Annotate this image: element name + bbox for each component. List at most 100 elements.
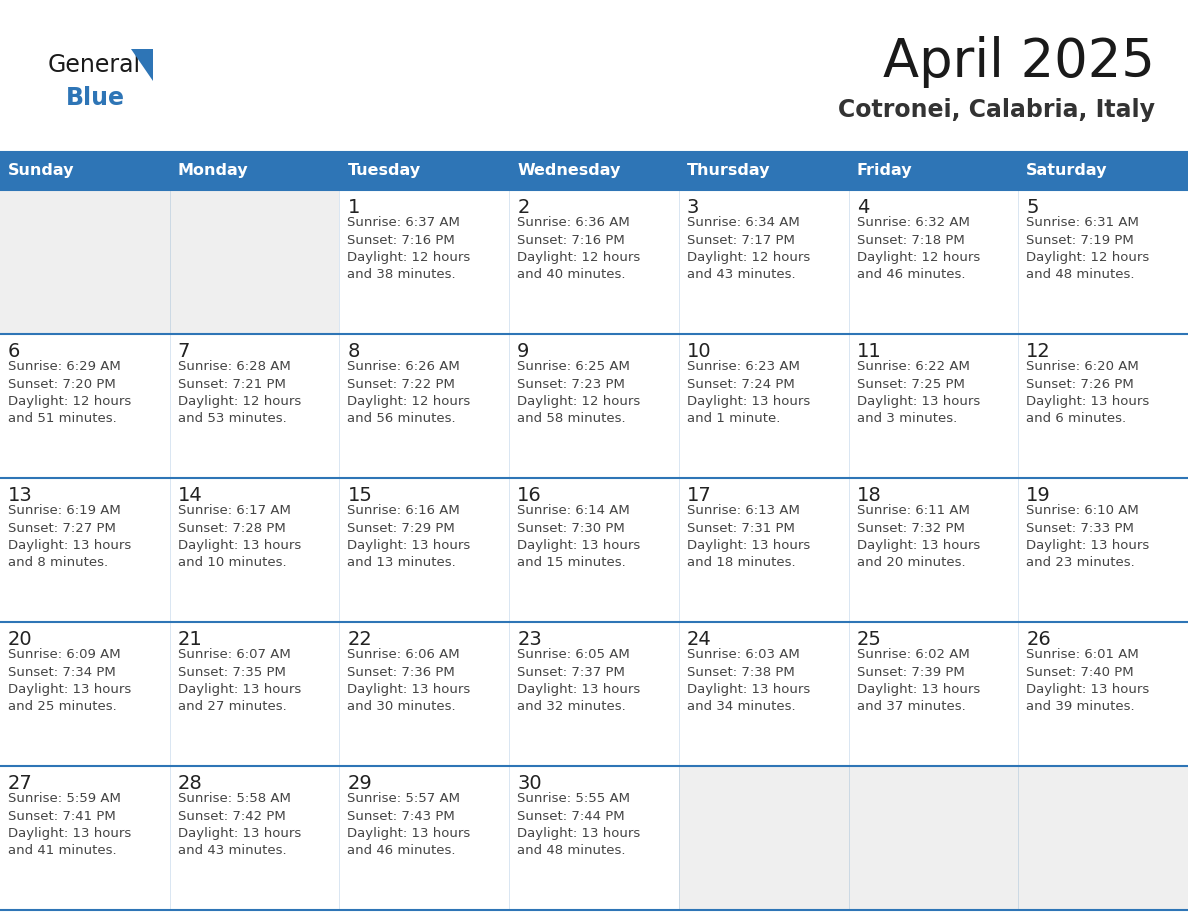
Text: 5: 5	[1026, 198, 1038, 217]
Text: Sunrise: 6:07 AM
Sunset: 7:35 PM
Daylight: 13 hours
and 27 minutes.: Sunrise: 6:07 AM Sunset: 7:35 PM Dayligh…	[178, 648, 301, 713]
Bar	[510, 334, 678, 478]
Text: 19: 19	[1026, 486, 1051, 505]
Bar	[340, 190, 510, 334]
Text: Sunrise: 6:10 AM
Sunset: 7:33 PM
Daylight: 13 hours
and 23 minutes.: Sunrise: 6:10 AM Sunset: 7:33 PM Dayligh…	[1026, 504, 1150, 569]
Bar	[340, 334, 510, 478]
Text: 2: 2	[517, 198, 530, 217]
Text: 8: 8	[347, 342, 360, 361]
Bar	[1018, 190, 1188, 334]
Text: April 2025: April 2025	[883, 36, 1155, 88]
Text: 24: 24	[687, 630, 712, 649]
Text: 12: 12	[1026, 342, 1051, 361]
Text: Cotronei, Calabria, Italy: Cotronei, Calabria, Italy	[838, 98, 1155, 122]
Text: Sunrise: 5:55 AM
Sunset: 7:44 PM
Daylight: 13 hours
and 48 minutes.: Sunrise: 5:55 AM Sunset: 7:44 PM Dayligh…	[517, 792, 640, 857]
Text: Sunrise: 6:13 AM
Sunset: 7:31 PM
Daylight: 13 hours
and 18 minutes.: Sunrise: 6:13 AM Sunset: 7:31 PM Dayligh…	[687, 504, 810, 569]
Text: General: General	[48, 53, 141, 77]
Text: 28: 28	[178, 774, 202, 793]
Text: Sunrise: 6:02 AM
Sunset: 7:39 PM
Daylight: 13 hours
and 37 minutes.: Sunrise: 6:02 AM Sunset: 7:39 PM Dayligh…	[857, 648, 980, 713]
Text: 10: 10	[687, 342, 712, 361]
Text: 17: 17	[687, 486, 712, 505]
Bar	[848, 478, 1018, 622]
Text: Sunrise: 6:36 AM
Sunset: 7:16 PM
Daylight: 12 hours
and 40 minutes.: Sunrise: 6:36 AM Sunset: 7:16 PM Dayligh…	[517, 216, 640, 282]
Bar	[848, 766, 1018, 910]
Bar	[340, 766, 510, 910]
Bar	[170, 152, 340, 190]
Bar	[510, 190, 678, 334]
Text: Sunrise: 6:20 AM
Sunset: 7:26 PM
Daylight: 13 hours
and 6 minutes.: Sunrise: 6:20 AM Sunset: 7:26 PM Dayligh…	[1026, 360, 1150, 426]
Text: Sunrise: 5:57 AM
Sunset: 7:43 PM
Daylight: 13 hours
and 46 minutes.: Sunrise: 5:57 AM Sunset: 7:43 PM Dayligh…	[347, 792, 470, 857]
Bar	[0, 478, 170, 622]
Text: 21: 21	[178, 630, 202, 649]
Bar	[848, 190, 1018, 334]
Bar	[678, 622, 848, 766]
Bar	[678, 766, 848, 910]
Bar	[510, 766, 678, 910]
Text: 20: 20	[8, 630, 32, 649]
Text: 13: 13	[8, 486, 33, 505]
Bar	[848, 334, 1018, 478]
Text: 30: 30	[517, 774, 542, 793]
Text: Sunrise: 6:14 AM
Sunset: 7:30 PM
Daylight: 13 hours
and 15 minutes.: Sunrise: 6:14 AM Sunset: 7:30 PM Dayligh…	[517, 504, 640, 569]
Bar	[1018, 334, 1188, 478]
Bar	[170, 190, 340, 334]
Bar	[678, 190, 848, 334]
Text: 1: 1	[347, 198, 360, 217]
Text: Sunrise: 6:19 AM
Sunset: 7:27 PM
Daylight: 13 hours
and 8 minutes.: Sunrise: 6:19 AM Sunset: 7:27 PM Dayligh…	[8, 504, 131, 569]
Text: Wednesday: Wednesday	[517, 163, 620, 178]
Text: Sunrise: 6:23 AM
Sunset: 7:24 PM
Daylight: 13 hours
and 1 minute.: Sunrise: 6:23 AM Sunset: 7:24 PM Dayligh…	[687, 360, 810, 426]
Text: Thursday: Thursday	[687, 163, 770, 178]
Bar	[1018, 766, 1188, 910]
Text: Sunrise: 6:29 AM
Sunset: 7:20 PM
Daylight: 12 hours
and 51 minutes.: Sunrise: 6:29 AM Sunset: 7:20 PM Dayligh…	[8, 360, 131, 426]
Text: Sunrise: 6:03 AM
Sunset: 7:38 PM
Daylight: 13 hours
and 34 minutes.: Sunrise: 6:03 AM Sunset: 7:38 PM Dayligh…	[687, 648, 810, 713]
Bar	[340, 478, 510, 622]
Text: Sunrise: 6:01 AM
Sunset: 7:40 PM
Daylight: 13 hours
and 39 minutes.: Sunrise: 6:01 AM Sunset: 7:40 PM Dayligh…	[1026, 648, 1150, 713]
Bar	[0, 334, 170, 478]
Text: 6: 6	[8, 342, 20, 361]
Bar	[170, 478, 340, 622]
Text: Blue: Blue	[67, 86, 125, 110]
Text: 16: 16	[517, 486, 542, 505]
Bar	[848, 152, 1018, 190]
Polygon shape	[131, 49, 153, 81]
Bar	[0, 622, 170, 766]
Text: Tuesday: Tuesday	[347, 163, 421, 178]
Text: Sunrise: 6:37 AM
Sunset: 7:16 PM
Daylight: 12 hours
and 38 minutes.: Sunrise: 6:37 AM Sunset: 7:16 PM Dayligh…	[347, 216, 470, 282]
Text: Sunrise: 5:58 AM
Sunset: 7:42 PM
Daylight: 13 hours
and 43 minutes.: Sunrise: 5:58 AM Sunset: 7:42 PM Dayligh…	[178, 792, 301, 857]
Text: Sunrise: 6:05 AM
Sunset: 7:37 PM
Daylight: 13 hours
and 32 minutes.: Sunrise: 6:05 AM Sunset: 7:37 PM Dayligh…	[517, 648, 640, 713]
Bar	[678, 152, 848, 190]
Text: Monday: Monday	[178, 163, 248, 178]
Bar	[340, 622, 510, 766]
Text: Sunday: Sunday	[8, 163, 75, 178]
Text: Sunrise: 6:25 AM
Sunset: 7:23 PM
Daylight: 12 hours
and 58 minutes.: Sunrise: 6:25 AM Sunset: 7:23 PM Dayligh…	[517, 360, 640, 426]
Text: Sunrise: 6:22 AM
Sunset: 7:25 PM
Daylight: 13 hours
and 3 minutes.: Sunrise: 6:22 AM Sunset: 7:25 PM Dayligh…	[857, 360, 980, 426]
Text: Sunrise: 6:16 AM
Sunset: 7:29 PM
Daylight: 13 hours
and 13 minutes.: Sunrise: 6:16 AM Sunset: 7:29 PM Dayligh…	[347, 504, 470, 569]
Bar	[1018, 152, 1188, 190]
Text: Saturday: Saturday	[1026, 163, 1107, 178]
Bar	[0, 190, 170, 334]
Text: 27: 27	[8, 774, 33, 793]
Text: Sunrise: 6:28 AM
Sunset: 7:21 PM
Daylight: 12 hours
and 53 minutes.: Sunrise: 6:28 AM Sunset: 7:21 PM Dayligh…	[178, 360, 301, 426]
Text: 3: 3	[687, 198, 700, 217]
Text: Sunrise: 6:06 AM
Sunset: 7:36 PM
Daylight: 13 hours
and 30 minutes.: Sunrise: 6:06 AM Sunset: 7:36 PM Dayligh…	[347, 648, 470, 713]
Text: Sunrise: 5:59 AM
Sunset: 7:41 PM
Daylight: 13 hours
and 41 minutes.: Sunrise: 5:59 AM Sunset: 7:41 PM Dayligh…	[8, 792, 131, 857]
Text: Sunrise: 6:34 AM
Sunset: 7:17 PM
Daylight: 12 hours
and 43 minutes.: Sunrise: 6:34 AM Sunset: 7:17 PM Dayligh…	[687, 216, 810, 282]
Bar	[170, 334, 340, 478]
Text: 9: 9	[517, 342, 530, 361]
Text: 18: 18	[857, 486, 881, 505]
Text: Sunrise: 6:31 AM
Sunset: 7:19 PM
Daylight: 12 hours
and 48 minutes.: Sunrise: 6:31 AM Sunset: 7:19 PM Dayligh…	[1026, 216, 1150, 282]
Bar	[170, 766, 340, 910]
Text: Sunrise: 6:11 AM
Sunset: 7:32 PM
Daylight: 13 hours
and 20 minutes.: Sunrise: 6:11 AM Sunset: 7:32 PM Dayligh…	[857, 504, 980, 569]
Text: Sunrise: 6:32 AM
Sunset: 7:18 PM
Daylight: 12 hours
and 46 minutes.: Sunrise: 6:32 AM Sunset: 7:18 PM Dayligh…	[857, 216, 980, 282]
Bar	[678, 334, 848, 478]
Text: Sunrise: 6:09 AM
Sunset: 7:34 PM
Daylight: 13 hours
and 25 minutes.: Sunrise: 6:09 AM Sunset: 7:34 PM Dayligh…	[8, 648, 131, 713]
Bar	[1018, 478, 1188, 622]
Bar	[510, 152, 678, 190]
Bar	[0, 152, 170, 190]
Text: Sunrise: 6:17 AM
Sunset: 7:28 PM
Daylight: 13 hours
and 10 minutes.: Sunrise: 6:17 AM Sunset: 7:28 PM Dayligh…	[178, 504, 301, 569]
Text: 4: 4	[857, 198, 868, 217]
Text: 7: 7	[178, 342, 190, 361]
Text: 22: 22	[347, 630, 372, 649]
Bar	[678, 478, 848, 622]
Text: 14: 14	[178, 486, 202, 505]
Bar	[170, 622, 340, 766]
